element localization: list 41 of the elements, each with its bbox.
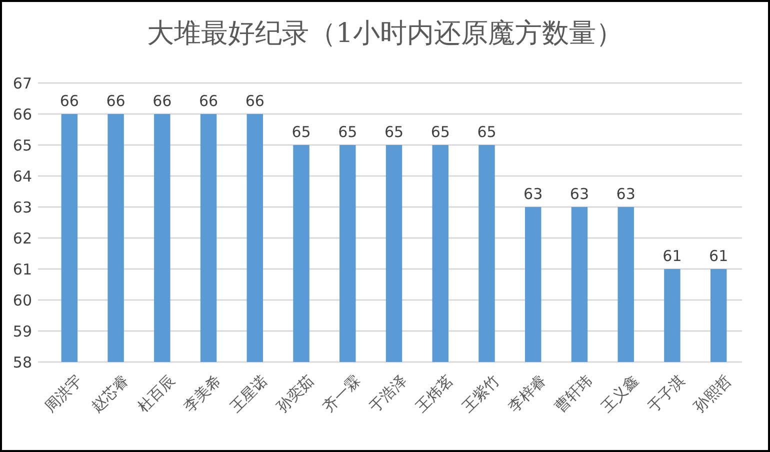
data-label: 66 [198, 92, 218, 110]
x-tick-label: 孙奕茹 [272, 372, 318, 416]
y-tick-label: 67 [12, 74, 32, 92]
data-label: 65 [384, 123, 404, 141]
data-label: 63 [570, 185, 590, 203]
x-tick-label: 王星诺 [226, 372, 272, 416]
data-label: 66 [60, 92, 79, 110]
data-label: 66 [106, 92, 126, 110]
data-label: 65 [338, 123, 358, 141]
chart-title: 大堆最好纪录（1小时内还原魔方数量） [146, 18, 624, 49]
data-label: 63 [616, 185, 636, 203]
x-tick-label: 李美希 [180, 372, 225, 416]
data-label: 65 [292, 123, 311, 141]
data-label: 66 [152, 92, 172, 110]
y-tick-label: 63 [12, 198, 32, 216]
y-tick-label: 62 [12, 229, 32, 248]
y-tick-label: 66 [12, 105, 32, 124]
data-label: 61 [662, 247, 682, 265]
y-tick-label: 61 [12, 260, 32, 278]
x-tick-label: 赵芯睿 [87, 372, 132, 416]
x-tick-label: 于子淇 [644, 372, 688, 416]
x-tick-label: 曹轩玮 [551, 372, 596, 416]
x-tick-label: 孙熙哲 [690, 372, 735, 416]
data-label: 65 [477, 123, 496, 141]
x-tick-label: 王紫竹 [458, 372, 503, 416]
data-label: 63 [524, 185, 543, 203]
x-tick-label: 李梓睿 [504, 372, 550, 416]
data-label: 66 [245, 92, 264, 110]
y-tick-label: 64 [12, 167, 32, 186]
x-tick-label: 杜百辰 [134, 372, 178, 416]
data-label: 61 [709, 247, 728, 265]
y-tick-label: 59 [12, 322, 32, 340]
x-tick-label: 王炜茗 [412, 372, 457, 416]
y-tick-label: 65 [12, 136, 32, 154]
x-tick-label: 周洪宇 [41, 372, 86, 416]
data-label: 65 [430, 123, 450, 141]
x-tick-label: 齐一霖 [319, 372, 364, 416]
y-tick-label: 60 [12, 291, 32, 310]
x-tick-label: 王义鑫 [598, 372, 642, 416]
y-tick-label: 58 [12, 353, 32, 372]
x-tick-label: 于浩泽 [366, 372, 410, 416]
